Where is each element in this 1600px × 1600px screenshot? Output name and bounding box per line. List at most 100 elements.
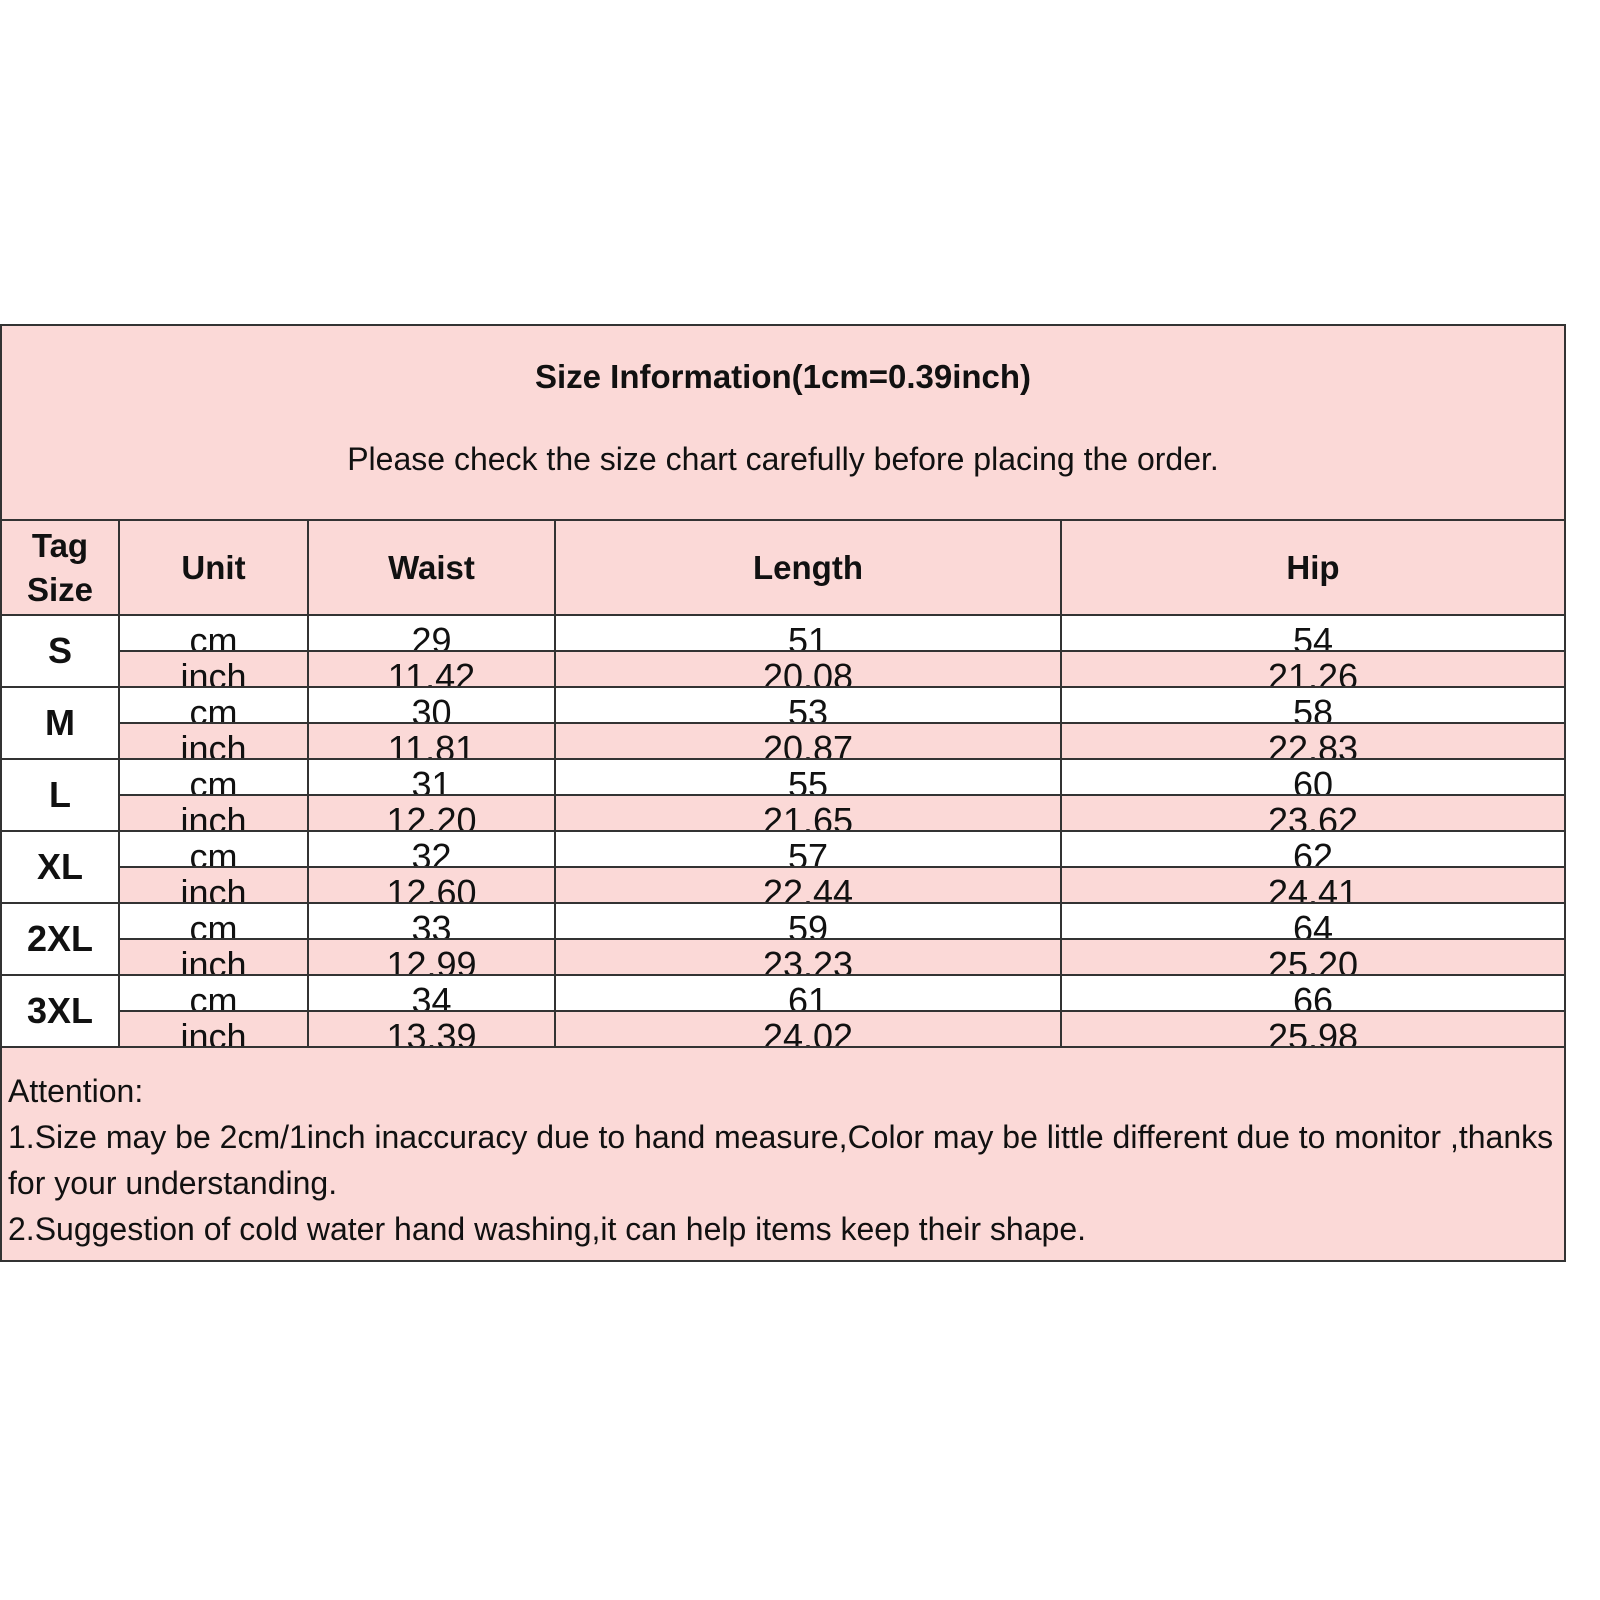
- waist-value: 31: [411, 764, 452, 795]
- hip-value: 23.62: [1267, 800, 1359, 831]
- waist-value: 11.42: [387, 656, 476, 687]
- length-cell: 20.08: [554, 650, 1062, 688]
- attention-notes: Attention: 1.Size may be 2cm/1inch inacc…: [2, 1048, 1564, 1260]
- waist-value: 13.39: [386, 1016, 477, 1047]
- table-row-cm: 2XL cm 33 59 64: [2, 902, 1564, 976]
- tag-size-cell: 2XL: [2, 902, 120, 976]
- unit-cell: cm: [118, 686, 309, 724]
- unit-cell: inch: [119, 866, 309, 904]
- unit-cell: cm: [118, 758, 309, 796]
- unit-label: cm: [189, 836, 238, 867]
- tag-size-cell: L: [2, 758, 120, 832]
- length-value: 22.44: [762, 872, 854, 903]
- waist-value: 12.20: [386, 800, 477, 831]
- length-cell: 23.23: [554, 938, 1062, 976]
- chart-title: Size Information(1cm=0.39inch): [534, 358, 1032, 395]
- length-value: 20.08: [762, 656, 854, 687]
- hip-cell: 64: [1060, 902, 1564, 940]
- hip-value: 24.41: [1267, 872, 1359, 903]
- hip-cell: 21.26: [1060, 650, 1564, 688]
- length-cell: 59: [554, 902, 1062, 940]
- header-tag-size: Tag Size: [2, 521, 120, 616]
- hip-cell: 58: [1060, 686, 1564, 724]
- unit-label: inch: [180, 872, 247, 903]
- tag-size-cell: 3XL: [2, 974, 120, 1048]
- table-row-cm: XL cm 32 57 62: [2, 830, 1564, 904]
- unit-cell: cm: [118, 902, 309, 940]
- hip-value: 64: [1292, 908, 1334, 939]
- waist-value: 12.60: [386, 872, 477, 903]
- table-row-inch: inch 12.60 22.44 24.41: [2, 866, 1564, 904]
- table-row-inch: inch 11.81 20.87 22.83: [2, 722, 1564, 760]
- hip-cell: 25.98: [1060, 1010, 1564, 1048]
- unit-label: inch: [180, 1016, 247, 1047]
- length-value: 21.65: [762, 800, 854, 831]
- waist-value: 32: [411, 836, 452, 867]
- hip-cell: 62: [1060, 830, 1564, 868]
- length-cell: 57: [554, 830, 1062, 868]
- unit-label: inch: [180, 656, 247, 687]
- header-row: Tag Size Unit Waist Length Hip: [2, 521, 1564, 616]
- unit-cell: cm: [118, 974, 309, 1012]
- unit-cell: inch: [119, 794, 309, 832]
- waist-cell: 29: [307, 614, 556, 652]
- unit-label: inch: [180, 944, 247, 975]
- waist-cell: 11.81: [307, 722, 556, 760]
- attention-note: 2.Suggestion of cold water hand washing,…: [8, 1211, 1086, 1247]
- unit-label: cm: [189, 692, 238, 723]
- waist-value: 12.99: [386, 944, 477, 975]
- hip-cell: 60: [1060, 758, 1564, 796]
- hip-cell: 54: [1060, 614, 1564, 652]
- size-chart: Size Information(1cm=0.39inch) Please ch…: [0, 324, 1566, 1262]
- hip-cell: 25.20: [1060, 938, 1564, 976]
- unit-label: cm: [189, 620, 238, 651]
- table-row-inch: inch 13.39 24.02 25.98: [2, 1010, 1564, 1048]
- length-value: 20.87: [762, 728, 854, 759]
- hip-value: 60: [1292, 764, 1334, 795]
- tag-size-cell: XL: [2, 830, 120, 904]
- hip-value: 25.98: [1267, 1016, 1359, 1047]
- length-value: 55: [787, 764, 829, 795]
- table-row-inch: inch 12.99 23.23 25.20: [2, 938, 1564, 976]
- waist-cell: 34: [307, 974, 556, 1012]
- hip-value: 25.20: [1267, 944, 1359, 975]
- waist-value: 33: [411, 908, 452, 939]
- hip-value: 54: [1292, 620, 1334, 651]
- tag-size-cell: S: [2, 614, 120, 688]
- unit-label: cm: [189, 980, 238, 1011]
- unit-cell: inch: [119, 938, 309, 976]
- waist-value: 11.81: [387, 728, 476, 759]
- hip-value: 62: [1292, 836, 1334, 867]
- header-length: Length: [554, 521, 1062, 616]
- waist-cell: 12.20: [307, 794, 556, 832]
- waist-cell: 32: [307, 830, 556, 868]
- length-cell: 51: [554, 614, 1062, 652]
- length-value: 23.23: [762, 944, 854, 975]
- length-value: 61: [787, 980, 829, 1011]
- length-cell: 61: [554, 974, 1062, 1012]
- length-cell: 53: [554, 686, 1062, 724]
- unit-label: inch: [180, 800, 247, 831]
- unit-cell: cm: [118, 614, 309, 652]
- waist-value: 29: [411, 620, 452, 651]
- attention-heading: Attention:: [8, 1073, 144, 1109]
- hip-cell: 24.41: [1060, 866, 1564, 904]
- length-value: 53: [787, 692, 829, 723]
- waist-value: 30: [411, 692, 452, 723]
- length-cell: 24.02: [554, 1010, 1062, 1048]
- unit-cell: inch: [119, 1010, 309, 1048]
- chart-header: Size Information(1cm=0.39inch) Please ch…: [2, 326, 1564, 521]
- waist-cell: 12.60: [307, 866, 556, 904]
- hip-value: 58: [1292, 692, 1334, 723]
- waist-cell: 33: [307, 902, 556, 940]
- unit-label: inch: [180, 728, 247, 759]
- unit-label: cm: [189, 908, 238, 939]
- length-value: 57: [787, 836, 829, 867]
- length-cell: 55: [554, 758, 1062, 796]
- table-row-inch: inch 11.42 20.08 21.26: [2, 650, 1564, 688]
- waist-cell: 30: [307, 686, 556, 724]
- tag-size-cell: M: [2, 686, 120, 760]
